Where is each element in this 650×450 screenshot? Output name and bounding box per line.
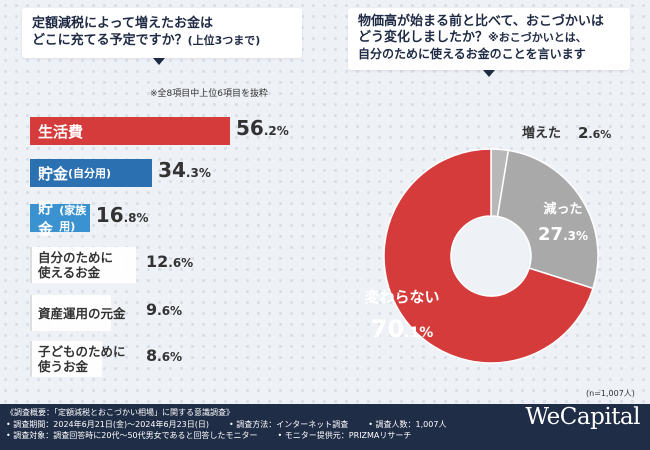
bar-label: 生活費 <box>38 122 84 141</box>
right-question-pointer <box>483 70 495 77</box>
bar-5 <box>30 341 103 377</box>
bar-value: 8.6% <box>146 346 183 365</box>
bar-label: 貯金 <box>38 164 69 183</box>
bar-label-4: 資産運用の元金 <box>38 305 126 321</box>
wecapital-logo: WeCapital <box>525 404 640 430</box>
bar-value: 56.2% <box>236 116 289 140</box>
bar-value: 34.3% <box>158 158 211 182</box>
left-question-suffix: (上位3つまで) <box>187 34 261 47</box>
bar-label: 貯金 <box>38 199 54 238</box>
donut-value-increased: 2.6% <box>578 124 611 142</box>
right-question-line3: 自分のために使えるお金のことを言います <box>358 47 586 61</box>
donut-slice-2 <box>383 148 594 364</box>
donut-value-unchanged: 70.1% <box>371 315 434 343</box>
bar-4 <box>30 295 111 331</box>
bar-2: 貯金 (家族用) <box>30 199 90 238</box>
survey-footer: 《調査概要：「定額減税とおこづかい相場」に関する意識調査》 • 調査期間：202… <box>0 404 650 450</box>
donut-label-unchanged: 変わらない <box>364 288 439 306</box>
right-question-line1: 物価高が始まる前と比べて、おこづかいは <box>358 14 604 29</box>
bar-label-sub: (家族用) <box>59 204 87 233</box>
right-question-box: 物価高が始まる前と比べて、おこづかいは どう変化しましたか？※おこづかいとは、 … <box>348 8 630 70</box>
footer-period: • 調査期間：2024年6月21日(金)〜2024年6月23日(日) <box>6 419 210 429</box>
left-question-line2: どこに充てる予定ですか？ <box>32 33 188 48</box>
donut-slice-1 <box>496 149 599 290</box>
footer-count: • 調査人数：1,007人 <box>368 419 447 429</box>
left-question-pointer <box>153 58 165 65</box>
right-question-note: ※おこづかいとは、 <box>488 31 587 44</box>
footer-title: 《調査概要：「定額減税とおこづかい相場」に関する意識調査》 <box>6 408 234 417</box>
bar-1: 貯金 (自分用) <box>30 159 153 187</box>
bar-value: 12.6% <box>146 252 194 271</box>
left-question-line1: 定額減税によって増えたお金は <box>32 16 213 31</box>
left-chart-note: ※全8項目中上位6項目を抜粋 <box>150 89 268 99</box>
bar-0: 生活費 <box>30 117 230 145</box>
bar-label-3: 自分のために 使えるお金 <box>38 250 114 280</box>
left-question-box: 定額減税によって増えたお金は どこに充てる予定ですか？(上位3つまで) <box>22 8 302 58</box>
bar-value: 9.6% <box>146 300 183 319</box>
footer-method: • 調査方法：インターネット調査 <box>229 419 349 429</box>
bar-value: 16.8% <box>95 203 149 227</box>
donut-hole <box>452 217 530 295</box>
footer-target: • 調査対象：調査回答時に20代〜50代男女であると回答したモニター <box>6 431 258 440</box>
donut-value-decreased: 27.3% <box>538 224 588 245</box>
bar-3 <box>30 247 136 283</box>
right-question-line2: どう変化しましたか？ <box>358 30 489 45</box>
sample-size: (n=1,007人) <box>586 389 635 398</box>
footer-provider: • モニター提供元：PRIZMAリサーチ <box>277 431 412 440</box>
donut-label-decreased: 減った <box>543 201 582 217</box>
bar-label-sub: (自分用) <box>68 167 112 180</box>
donut-label-increased: 増えた <box>522 125 561 141</box>
bar-label-5: 子どものために 使うお金 <box>38 344 126 374</box>
